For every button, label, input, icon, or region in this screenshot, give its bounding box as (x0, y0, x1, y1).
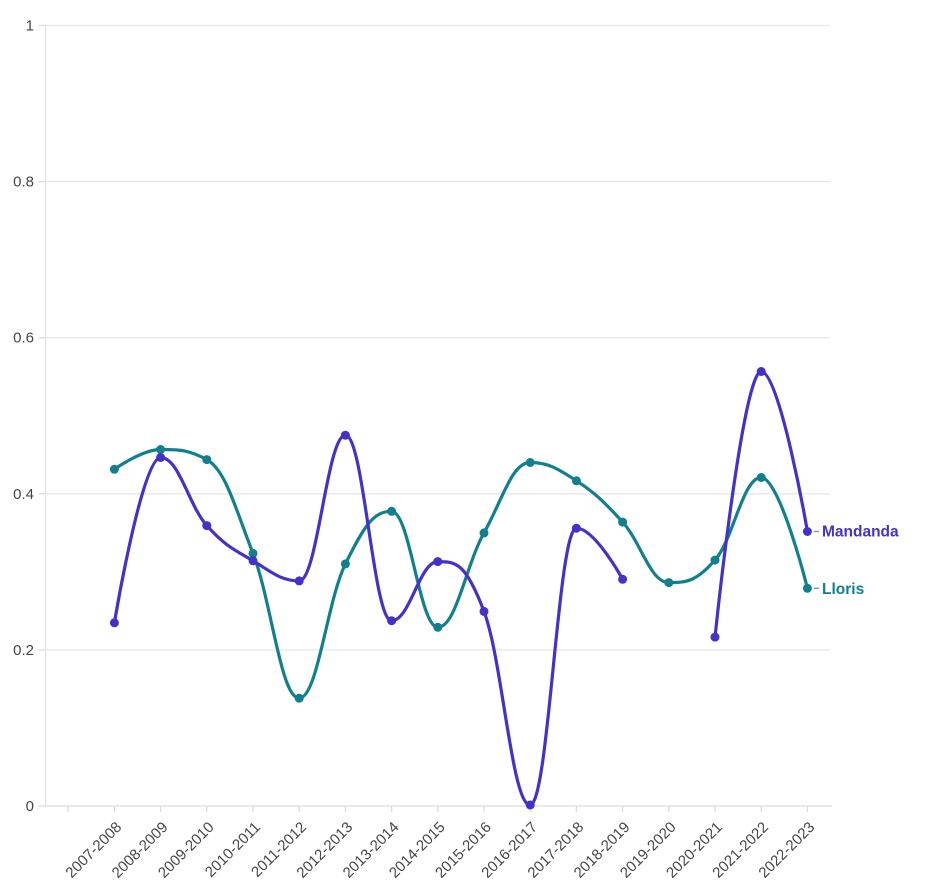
svg-text:0.4: 0.4 (13, 486, 34, 503)
svg-text:1: 1 (26, 18, 34, 35)
svg-text:0: 0 (26, 798, 34, 815)
svg-text:0.2: 0.2 (13, 642, 34, 659)
svg-text:0.8: 0.8 (13, 174, 34, 191)
svg-text:Lloris: Lloris (822, 581, 864, 598)
svg-text:Mandanda: Mandanda (822, 524, 899, 541)
svg-text:0.6: 0.6 (13, 330, 34, 347)
